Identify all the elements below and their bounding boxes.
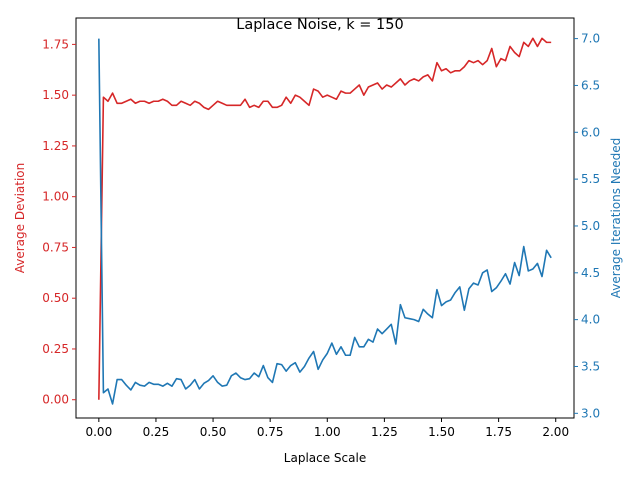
x-tick-label: 0.00 [85, 425, 112, 439]
right-y-tick-label: 6.5 [581, 78, 600, 92]
average-deviation-line [98, 37, 552, 400]
series-layer [98, 37, 552, 405]
right-y-axis-label: Average Iterations Needed [609, 138, 623, 298]
right-y-tick-label: 4.5 [581, 266, 600, 280]
right-y-tick-label: 7.0 [581, 32, 600, 46]
right-y-tick-label: 5.5 [581, 172, 600, 186]
left-y-tick-label: 0.75 [42, 240, 69, 254]
right-y-tick-label: 5.0 [581, 219, 600, 233]
right-y-axis: 3.0 3.5 4.0 4.5 5.0 5.5 6.0 6.5 7.0 [574, 32, 600, 420]
x-tick-label: 1.75 [485, 425, 512, 439]
left-y-tick-label: 0.25 [42, 342, 69, 356]
left-y-tick-label: 1.00 [42, 190, 69, 204]
left-y-axis: 0.00 0.25 0.50 0.75 1.00 1.25 1.50 1.75 [42, 37, 76, 407]
left-y-axis-label: Average Deviation [13, 163, 27, 274]
left-y-tick-label: 0.00 [42, 393, 69, 407]
right-y-tick-label: 4.0 [581, 313, 600, 327]
right-y-tick-label: 3.0 [581, 406, 600, 420]
right-y-tick-label: 3.5 [581, 359, 600, 373]
x-tick-label: 1.00 [314, 425, 341, 439]
x-axis: 0.00 0.25 0.50 0.75 1.00 1.25 1.50 1.75 2.00 [85, 418, 569, 439]
left-y-tick-label: 1.75 [42, 37, 69, 51]
chart-title: Laplace Noise, k = 150 [236, 17, 403, 33]
x-axis-label: Laplace Scale [284, 451, 366, 465]
x-tick-label: 0.50 [200, 425, 227, 439]
x-tick-label: 1.25 [371, 425, 398, 439]
x-tick-label: 0.25 [143, 425, 170, 439]
x-tick-label: 0.75 [257, 425, 284, 439]
right-y-tick-label: 6.0 [581, 125, 600, 139]
average-iterations-line [98, 38, 552, 405]
left-y-tick-label: 1.25 [42, 139, 69, 153]
x-tick-label: 1.50 [428, 425, 455, 439]
left-y-tick-label: 0.50 [42, 291, 69, 305]
left-y-tick-label: 1.50 [42, 88, 69, 102]
x-tick-label: 2.00 [542, 425, 569, 439]
plot-frame [75, 17, 575, 419]
